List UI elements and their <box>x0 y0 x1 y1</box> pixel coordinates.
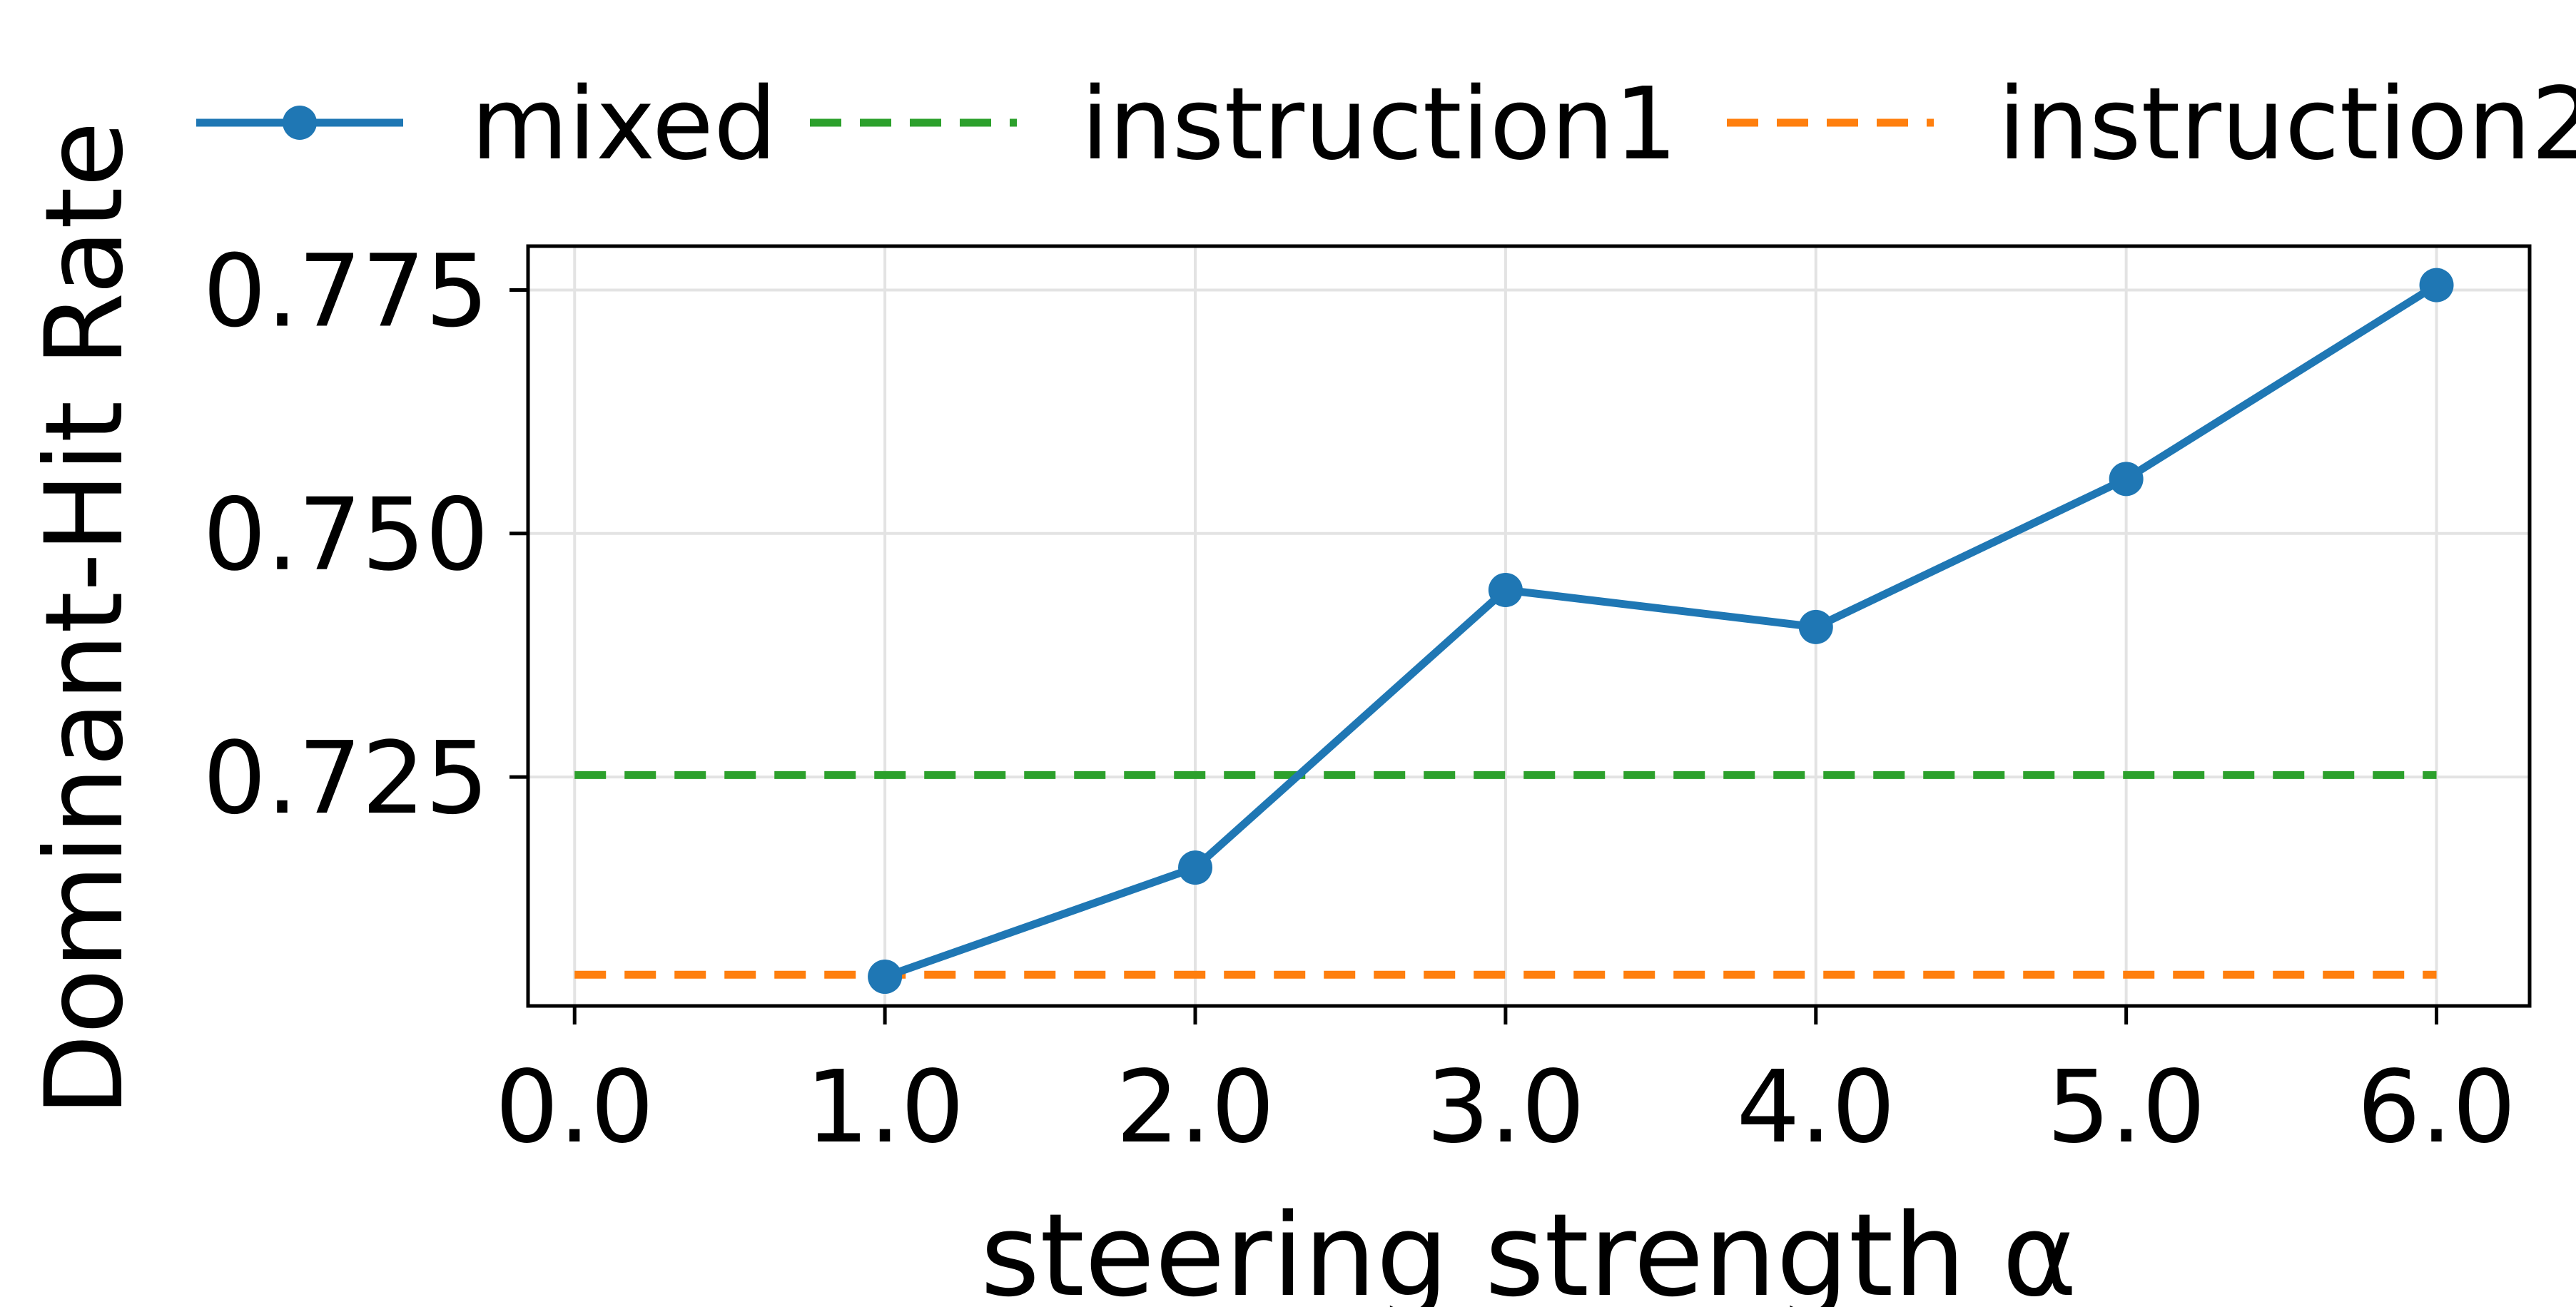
x-tick-label: 2.0 <box>1116 1049 1275 1166</box>
series-lines <box>574 268 2454 995</box>
mixed-marker <box>1488 572 1523 607</box>
mixed-marker <box>868 960 903 995</box>
x-tick-label: 3.0 <box>1426 1049 1586 1166</box>
y-tick-label: 0.750 <box>203 477 489 594</box>
mixed-marker <box>2419 268 2454 302</box>
x-tick-label: 6.0 <box>2357 1049 2516 1166</box>
x-tick-label: 5.0 <box>2047 1049 2206 1166</box>
mixed-marker <box>2109 462 2144 497</box>
legend-instruction2-label: instruction2 <box>1998 66 2576 183</box>
legend: mixed instruction1 instruction2 <box>196 66 2576 183</box>
legend-mixed-label: mixed <box>471 66 777 183</box>
mixed-line <box>883 281 2439 981</box>
x-tick-label: 0.0 <box>495 1049 654 1166</box>
legend-mixed-marker <box>283 106 317 140</box>
y-axis-label: Dominant-Hit Rate <box>23 121 147 1117</box>
x-tick-label: 1.0 <box>806 1049 965 1166</box>
x-axis-label: steering strength α <box>980 1189 2077 1307</box>
axes: 0.0 1.0 2.0 3.0 4.0 5.0 6.0 0.725 0.750 0.775 <box>203 233 2516 1166</box>
grid-lines <box>528 246 2530 1006</box>
x-tick-label: 4.0 <box>1736 1049 1895 1166</box>
y-tick-label: 0.775 <box>203 233 489 350</box>
mixed-marker <box>1178 850 1212 885</box>
plot-frame <box>526 244 2532 1008</box>
y-tick-label: 0.725 <box>203 721 489 837</box>
mixed-marker <box>1798 609 1833 644</box>
legend-instruction1-label: instruction1 <box>1081 66 1678 183</box>
